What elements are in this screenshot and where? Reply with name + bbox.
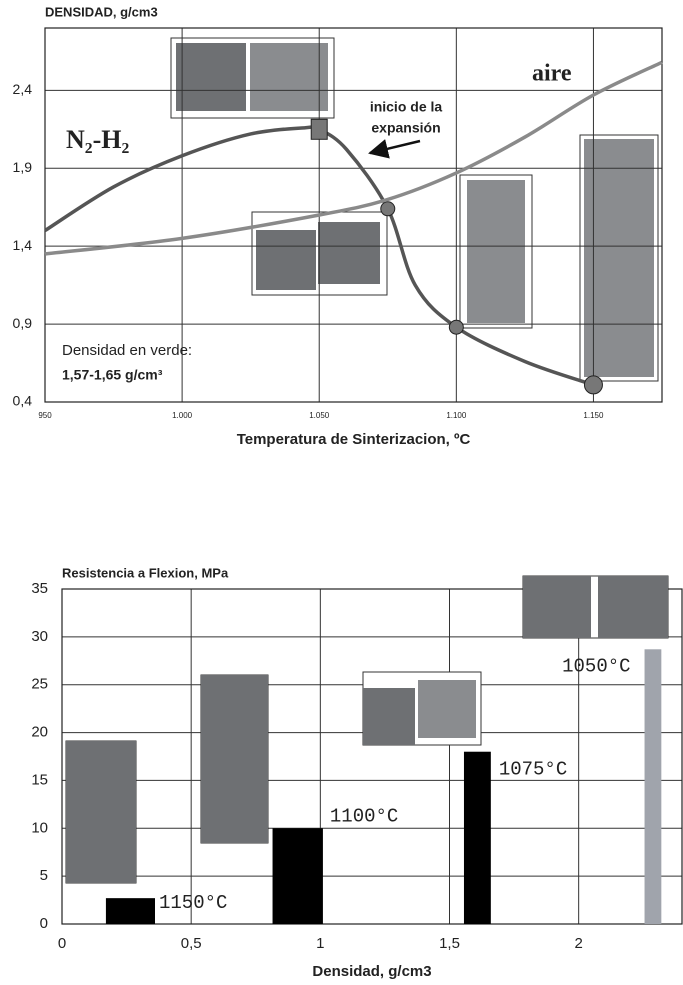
annotation: inicio de la: [370, 99, 443, 115]
x-tick-label: 1.000: [172, 411, 193, 420]
photo-sample: [250, 43, 328, 111]
y-tick-label: 0: [40, 915, 48, 932]
bar-label: 1100°C: [330, 805, 398, 827]
photo-sample: [176, 43, 246, 111]
legend-label: aire: [532, 61, 572, 87]
bar: [645, 649, 662, 924]
photo-sample: [363, 688, 415, 745]
x-tick-label: 1: [316, 935, 324, 952]
y-tick-label: 10: [31, 819, 48, 836]
photo-sample: [523, 576, 591, 638]
y-tick-label: 35: [31, 580, 48, 597]
density-chart: DENSIDAD, g/cm3 0,4 0,9 1,4 1,9 2,4 950 1.000 1.…: [13, 4, 662, 448]
x-tick-label: 1.050: [309, 411, 330, 420]
x-tick-label: 0,5: [181, 935, 202, 952]
annotation: Densidad en verde:: [62, 342, 192, 359]
y-tick-label: 5: [40, 867, 48, 884]
point-marker: [311, 119, 327, 139]
bar: [106, 898, 155, 924]
x-tick-label: 950: [38, 411, 52, 420]
legend-label: N₂-H₂: [66, 125, 129, 154]
y-tick-label: 15: [31, 771, 48, 788]
x-tick-label: 2: [574, 935, 582, 952]
y-tick-label: 25: [31, 676, 48, 693]
y-tick-label: 1,4: [13, 237, 33, 253]
point-marker: [449, 320, 463, 334]
y-tick-label: 0,4: [13, 393, 33, 409]
photo-sample: [584, 139, 654, 377]
point-marker: [381, 202, 395, 216]
photo-sample: [467, 180, 525, 323]
x-tick-label: 1,5: [439, 935, 460, 952]
bar-label: 1150°C: [159, 892, 227, 914]
bar: [464, 752, 491, 924]
bar: [273, 828, 323, 924]
plot-frame: [62, 589, 682, 924]
chart-title: DENSIDAD, g/cm3: [45, 4, 158, 19]
annotation: 1,57-1,65 g/cm³: [62, 367, 163, 383]
photo-sample: [418, 680, 476, 738]
annotation-arrow: [370, 141, 420, 153]
photo-sample: [201, 675, 268, 843]
y-tick-label: 1,9: [13, 159, 33, 175]
x-tick-label: 1.100: [446, 411, 467, 420]
annotation: expansión: [371, 120, 440, 136]
x-tick-label: 1.150: [583, 411, 604, 420]
photo-sample: [66, 741, 136, 883]
strength-chart: Resistencia a Flexion, MPa05101520253035…: [31, 565, 682, 980]
photo-sample: [256, 230, 316, 290]
y-tick-label: 30: [31, 628, 48, 645]
x-axis-label: Temperatura de Sinterizacion, ºC: [237, 431, 471, 448]
y-tick-label: 0,9: [13, 315, 33, 331]
bar-label: 1050°C: [562, 655, 630, 677]
photo-sample: [318, 222, 380, 284]
x-axis-label: Densidad, g/cm3: [312, 963, 431, 980]
point-marker: [584, 376, 602, 394]
bar-label: 1075°C: [499, 759, 567, 781]
chart-title: Resistencia a Flexion, MPa: [62, 565, 229, 580]
x-tick-label: 0: [58, 935, 66, 952]
y-tick-label: 20: [31, 724, 48, 741]
figure: DENSIDAD, g/cm3 0,4 0,9 1,4 1,9 2,4 950 1.000 1.…: [0, 0, 683, 985]
photo-sample: [598, 576, 668, 638]
y-tick-label: 2,4: [13, 81, 33, 97]
